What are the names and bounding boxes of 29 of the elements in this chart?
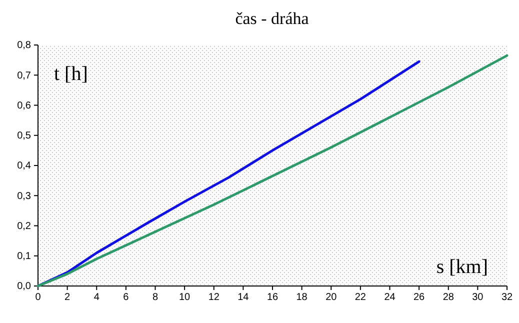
x-tick-label: 4 bbox=[94, 292, 100, 304]
x-axis-title: s [km] bbox=[436, 256, 488, 278]
x-tick-label: 30 bbox=[472, 292, 484, 304]
y-axis-title: t [h] bbox=[54, 63, 88, 85]
x-tick-label: 6 bbox=[123, 292, 130, 304]
y-tick-label: 0,3 bbox=[17, 190, 32, 202]
y-tick-label: 0,5 bbox=[17, 130, 32, 142]
x-tick-label: 16 bbox=[266, 292, 278, 304]
x-tick-label: 2 bbox=[64, 292, 71, 304]
y-tick-label: 0,8 bbox=[17, 40, 32, 52]
x-tick-label: 20 bbox=[326, 292, 338, 304]
x-tick-label: 22 bbox=[354, 292, 366, 304]
x-tick-label: 0 bbox=[35, 292, 42, 304]
y-tick-label: 0,1 bbox=[17, 251, 32, 262]
x-tick-label: 12 bbox=[208, 292, 220, 304]
y-tick-label: 0,4 bbox=[17, 160, 32, 172]
y-tick-label: 0,7 bbox=[17, 70, 32, 82]
y-tick-label: 0,2 bbox=[17, 220, 32, 232]
x-tick-label: 26 bbox=[414, 292, 426, 304]
x-tick-label: 18 bbox=[296, 292, 308, 304]
y-tick-label: 0,6 bbox=[17, 100, 32, 112]
x-tick-label: 32 bbox=[501, 292, 513, 304]
x-tick-label: 28 bbox=[442, 292, 454, 304]
x-tick-label: 10 bbox=[179, 292, 191, 304]
x-tick-label: 24 bbox=[384, 292, 396, 304]
chart-title: čas - dráha bbox=[235, 9, 310, 28]
x-tick-label: 14 bbox=[238, 292, 250, 304]
x-tick-label: 8 bbox=[152, 292, 158, 304]
y-tick-label: 0,0 bbox=[17, 281, 32, 292]
